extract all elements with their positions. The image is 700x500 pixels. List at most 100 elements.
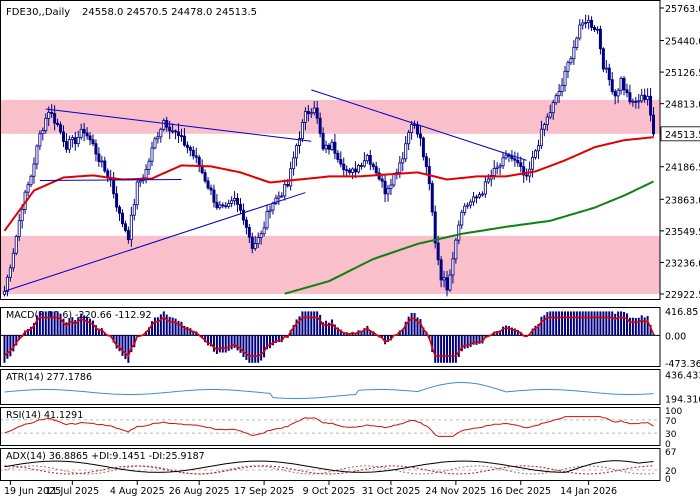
time-tick-label: 19 Jun 2025	[4, 486, 61, 497]
macd-hist-bar	[372, 331, 375, 336]
macd-hist-bar	[457, 335, 460, 358]
macd-hist-bar	[124, 335, 127, 360]
macd-hist-bar	[30, 326, 33, 336]
adx-line	[4, 460, 654, 473]
candle-doji	[584, 22, 588, 24]
candle	[342, 157, 346, 176]
macd-hist-bar	[56, 311, 59, 336]
macd-hist-bar	[156, 317, 159, 336]
macd-hist-bar	[174, 318, 177, 336]
candle-body	[336, 152, 340, 160]
candle	[209, 184, 213, 196]
candle-body	[557, 91, 561, 97]
macd-hist-bar	[53, 311, 56, 336]
macd-hist-bar	[572, 311, 575, 336]
candle	[5, 274, 9, 297]
candle	[519, 156, 523, 173]
macd-hist-bar	[502, 326, 505, 336]
candle	[197, 154, 201, 173]
candle	[634, 96, 638, 109]
macd-hist-bar	[207, 335, 210, 346]
macd-hist-bar	[620, 311, 623, 336]
candle-body	[554, 95, 558, 104]
candle	[433, 205, 437, 249]
candle	[29, 174, 33, 188]
candle-body	[534, 150, 538, 158]
candle-body	[41, 130, 45, 135]
macd-hist-bar	[540, 316, 543, 336]
macd-hist-bar	[384, 335, 387, 345]
candle	[297, 131, 301, 154]
candle-body	[126, 230, 130, 241]
candle	[348, 167, 352, 175]
candle	[215, 194, 219, 210]
candle-body	[103, 160, 107, 172]
macd-hist-bar	[83, 315, 86, 336]
candle-body	[318, 117, 322, 134]
macd-hist-bar	[631, 317, 634, 336]
candle-body	[628, 92, 632, 103]
candle-body	[351, 168, 355, 173]
candle-body	[522, 166, 526, 176]
candle-body	[91, 139, 95, 145]
candle	[339, 151, 343, 168]
candle-body	[67, 139, 71, 150]
candle-body	[348, 169, 352, 173]
candle-body	[545, 116, 549, 126]
candle-body	[604, 67, 608, 70]
macd-hist-bar	[227, 335, 230, 351]
candle	[569, 56, 573, 66]
candle	[227, 199, 231, 209]
macd-hist-bar	[89, 318, 92, 336]
candle	[410, 120, 414, 140]
candle-body	[306, 111, 310, 115]
candle-body	[215, 201, 219, 209]
candle	[250, 232, 254, 254]
candle-body	[536, 145, 540, 152]
candle-body	[480, 193, 484, 196]
candle-body	[185, 144, 189, 148]
atr-panel: ATR(14) 277.1786 436.4339 194.3161	[0, 369, 700, 406]
macd-hist-bar	[416, 317, 419, 336]
candle-body	[206, 180, 210, 189]
macd-hist-bar	[605, 311, 608, 336]
candle	[460, 209, 464, 230]
macd-hist-bar	[97, 328, 100, 336]
candle	[542, 122, 546, 137]
macd-hist-bar	[366, 325, 369, 336]
candle	[94, 139, 98, 162]
macd-hist-bar	[443, 335, 446, 363]
macd-hist-bar	[189, 328, 192, 336]
candle	[548, 104, 552, 120]
candle	[303, 107, 307, 131]
candle	[522, 159, 526, 183]
candle-body	[247, 226, 251, 238]
candle	[289, 161, 293, 191]
candle	[593, 25, 597, 32]
candle	[545, 113, 549, 131]
macd-hist-bar	[596, 311, 599, 336]
candle	[581, 19, 585, 30]
candle	[212, 184, 216, 208]
candle	[489, 169, 493, 187]
candle-body	[445, 277, 449, 291]
macd-hist-bar	[472, 335, 475, 345]
candle-body	[643, 94, 647, 100]
macd-hist-bar	[389, 335, 392, 341]
macd-hist-bar	[3, 335, 6, 363]
candle-body	[262, 227, 266, 235]
candle	[365, 153, 369, 164]
macd-hist-bar	[180, 321, 183, 336]
candle-body	[168, 126, 172, 132]
time-tick-label: 26 Aug 2025	[169, 486, 230, 497]
candle-body	[652, 114, 656, 135]
macd-hist-bar	[617, 311, 620, 336]
macd-hist-bar	[245, 335, 248, 360]
candle-body	[212, 189, 216, 203]
ma-fast-line	[3, 136, 654, 232]
candle-body	[120, 212, 124, 225]
candle	[637, 93, 641, 109]
candle	[17, 213, 21, 242]
